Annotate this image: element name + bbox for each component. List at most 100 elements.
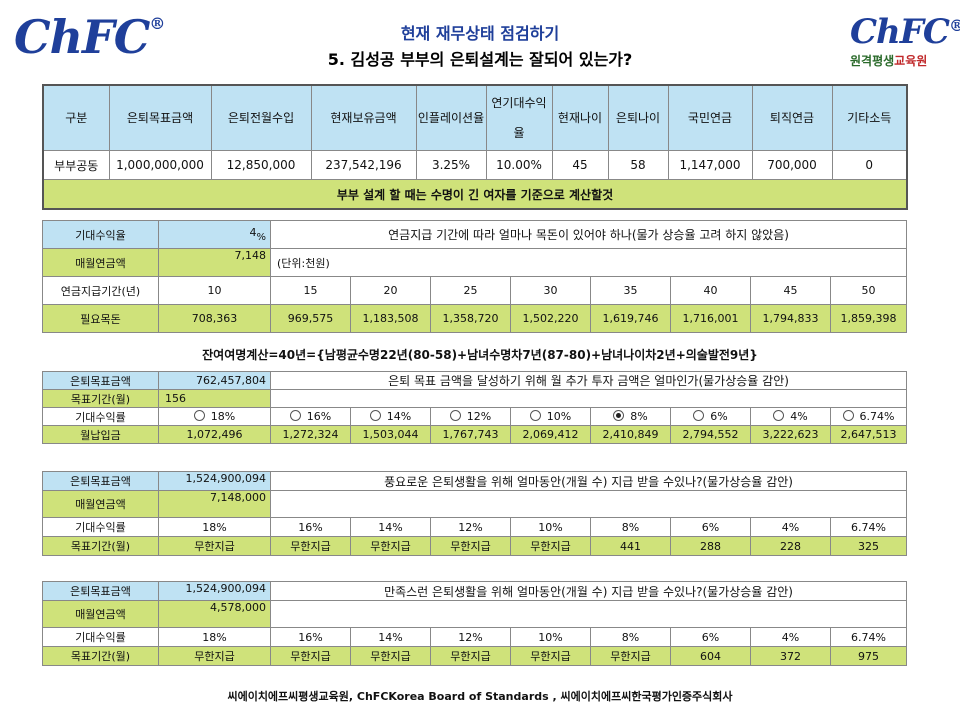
payment-cell: 1,072,496 [158, 425, 271, 444]
needed-amount-cell: 1,502,220 [510, 304, 591, 333]
rate-radio[interactable]: 12% [430, 407, 511, 426]
radio-button-icon[interactable] [449, 410, 461, 421]
period-cell: 무한지급 [510, 646, 591, 666]
period-cell: 25 [430, 276, 511, 305]
invest-blank [269, 389, 908, 408]
logo-sub-red: 교육원 [894, 54, 928, 68]
rate-cell: 12% [430, 517, 511, 537]
needed-amount-cell: 1,358,720 [430, 304, 511, 333]
period-cell: 20 [350, 276, 431, 305]
summary-value-cell: 58 [607, 150, 669, 180]
footer: 씨에이치에프씨평생교육원, ChFCKorea Board of Standar… [227, 690, 733, 703]
expected-rate-value: 4% [158, 220, 271, 249]
radio-button-icon[interactable] [773, 410, 785, 421]
monthly-pension-label: 매월연금액 [42, 248, 159, 277]
rate-label: 14% [386, 410, 412, 423]
invest-pay-label: 월납입금 [42, 425, 159, 444]
chfc-logo-left: ChFC® [14, 10, 165, 64]
rate-cell: 8% [590, 627, 671, 647]
rate-cell: 14% [350, 517, 431, 537]
logo-sub-green: 원격평생 [850, 54, 895, 68]
needed-amount-cell: 1,794,833 [750, 304, 831, 333]
period-cell: 무한지급 [270, 646, 351, 666]
radio-button-icon[interactable] [289, 410, 301, 421]
radio-button-icon[interactable] [529, 410, 541, 421]
payment-cell: 2,647,513 [829, 425, 908, 444]
invest-target-label: 은퇴목표금액 [42, 371, 159, 390]
period-cell: 40 [670, 276, 751, 305]
radio-button-icon[interactable] [193, 410, 205, 421]
summary-header-cell: 인플레이션율 [415, 84, 487, 151]
invest-question: 은퇴 목표 금액을 달성하기 위해 월 추가 투자 금액은 얼마인가(물가상승율… [269, 371, 908, 390]
content-target-value: 1,524,900,094 [158, 581, 271, 601]
rate-cell: 4% [750, 627, 831, 647]
rate-cell: 12% [430, 627, 511, 647]
chfc-logo-right: ChFC® [850, 12, 960, 52]
period-cell: 372 [750, 646, 831, 666]
rate-cell: 16% [270, 627, 351, 647]
payment-cell: 2,410,849 [590, 425, 671, 444]
rate-label: 6% [710, 410, 728, 423]
invest-period-value: 156 [158, 389, 271, 408]
content-target-label: 은퇴목표금액 [42, 581, 159, 601]
rate-radio[interactable]: 6% [670, 407, 751, 426]
rate-radio[interactable]: 4% [750, 407, 831, 426]
rate-radio[interactable]: 6.74% [829, 407, 908, 426]
needed-label: 필요목돈 [42, 304, 159, 333]
rate-cell: 16% [270, 517, 351, 537]
radio-button-icon[interactable] [693, 410, 705, 421]
rate-radio[interactable]: 18% [158, 407, 271, 426]
rate-radio[interactable]: 16% [270, 407, 351, 426]
content-blank [269, 600, 908, 628]
summary-value-cell: 0 [831, 150, 908, 180]
rate-cell: 10% [510, 517, 591, 537]
logo-text: ChFC [850, 12, 950, 52]
rate-label: 10% [546, 410, 572, 423]
period-cell: 228 [750, 536, 831, 556]
rich-monthly-value: 7,148,000 [158, 490, 271, 518]
summary-header-cell: 국민연금 [667, 84, 753, 151]
rate-cell: 14% [350, 627, 431, 647]
rich-period-label: 목표기간(월) [42, 536, 159, 556]
rate-cell: 18% [158, 627, 271, 647]
rich-target-label: 은퇴목표금액 [42, 471, 159, 491]
radio-button-icon[interactable] [842, 410, 854, 421]
logo-text: ChFC [14, 10, 150, 64]
summary-header-cell: 퇴직연금 [751, 84, 833, 151]
rich-rate-label: 기대수익률 [42, 517, 159, 537]
rate-cell: 10% [510, 627, 591, 647]
period-cell: 무한지급 [270, 536, 351, 556]
rate-label: 16% [306, 410, 332, 423]
rate-radio[interactable]: 10% [510, 407, 591, 426]
payment-cell: 1,767,743 [430, 425, 511, 444]
period-cell: 604 [670, 646, 751, 666]
content-monthly-value: 4,578,000 [158, 600, 271, 628]
summary-value-cell: 3.25% [415, 150, 487, 180]
rich-retirement-table: 은퇴목표금액 1,524,900,094 풍요로운 은퇴생활을 위해 얼마동안(… [42, 471, 908, 556]
registered-mark: ® [948, 16, 960, 35]
rich-question: 풍요로운 은퇴생활을 위해 얼마동안(개월 수) 지급 받을 수있나?(물가상승… [269, 471, 908, 491]
radio-button-icon[interactable] [369, 410, 381, 421]
period-cell: 무한지급 [510, 536, 591, 556]
expected-rate-unit: % [256, 232, 266, 243]
page-subtitle: 5. 김성공 부부의 은퇴설계는 잘되어 있는가? [327, 50, 633, 69]
content-monthly-label: 매월연금액 [42, 600, 159, 628]
rate-cell: 18% [158, 517, 271, 537]
period-cell: 45 [750, 276, 831, 305]
rate-cell: 6.74% [829, 517, 908, 537]
pension-question: 연금지급 기간에 따라 얼마나 목돈이 있어야 하나(물가 상승율 고려 하지 … [269, 220, 908, 249]
rate-radio[interactable]: 8% [590, 407, 671, 426]
period-cell: 288 [670, 536, 751, 556]
rate-radio[interactable]: 14% [350, 407, 431, 426]
period-cell: 15 [270, 276, 351, 305]
expected-rate-number: 4 [249, 226, 257, 239]
payment-cell: 1,503,044 [350, 425, 431, 444]
rate-label: 4% [790, 410, 808, 423]
content-period-label: 목표기간(월) [42, 646, 159, 666]
needed-amount-cell: 1,619,746 [590, 304, 671, 333]
radio-button-icon[interactable] [613, 410, 625, 421]
needed-amount-cell: 1,183,508 [350, 304, 431, 333]
summary-header-cell: 은퇴목표금액 [108, 84, 212, 151]
summary-header-cell: 연기대수익율 [485, 84, 553, 151]
pension-table: 기대수익율 4% 연금지급 기간에 따라 얼마나 목돈이 있어야 하나(물가 상… [42, 220, 908, 333]
